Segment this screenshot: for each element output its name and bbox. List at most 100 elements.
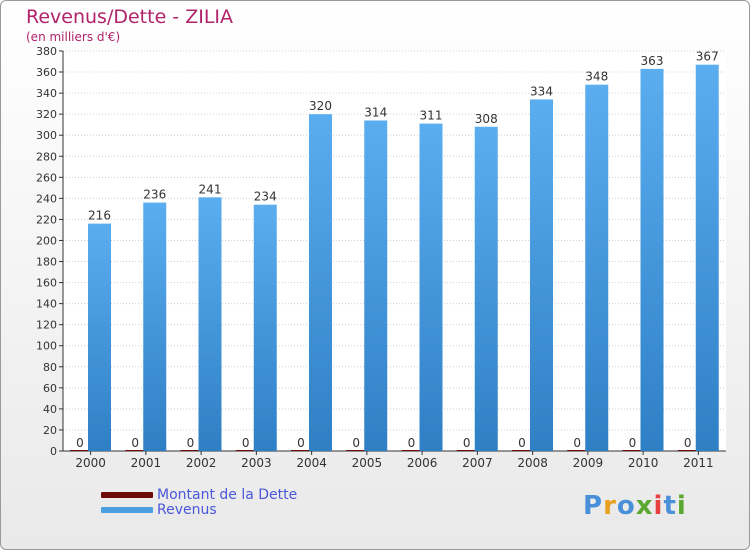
x-tick-label: 2003 [241, 456, 272, 470]
revenue-data-label: 311 [420, 109, 443, 123]
y-tick-label: 40 [43, 403, 57, 416]
y-tick-label: 20 [43, 424, 57, 437]
revenue-bar [143, 202, 167, 451]
revenue-bar [253, 204, 277, 451]
legend: Montant de la Dette Revenus [101, 486, 298, 518]
y-tick-label: 200 [36, 234, 57, 247]
logo-letter: x [635, 491, 654, 521]
debt-data-label: 0 [352, 436, 360, 450]
revenue-bar [585, 84, 609, 452]
logo-letter: t [663, 491, 677, 521]
x-tick-label: 2005 [352, 456, 383, 470]
x-tick-label: 2007 [462, 456, 493, 470]
y-tick-label: 380 [36, 45, 57, 58]
logo-letter: r [603, 491, 617, 521]
revenue-bar [364, 120, 388, 451]
legend-swatch-revenue [101, 506, 153, 513]
debt-bar [401, 450, 422, 451]
legend-item-revenue: Revenus [101, 501, 297, 518]
debt-data-label: 0 [463, 436, 471, 450]
debt-data-label: 0 [629, 436, 637, 450]
revenue-bar [88, 223, 111, 451]
debt-bar [456, 450, 477, 451]
logo-letter: P [583, 491, 604, 521]
y-tick-label: 300 [36, 129, 57, 142]
revenue-data-label: 320 [309, 99, 332, 113]
proxiti-logo: Proxiti [583, 491, 687, 521]
revenue-data-label: 216 [88, 209, 111, 223]
legend-label-revenue: Revenus [157, 501, 217, 518]
debt-bar [180, 450, 201, 451]
debt-data-label: 0 [187, 436, 195, 450]
x-tick-label: 2000 [75, 456, 106, 470]
y-tick-label: 0 [50, 445, 57, 458]
debt-data-label: 0 [518, 436, 526, 450]
revenue-bar [198, 197, 222, 451]
revenue-data-label: 314 [364, 105, 387, 119]
x-tick-label: 2004 [296, 456, 327, 470]
revenue-bar [640, 68, 664, 451]
y-tick-label: 240 [36, 192, 57, 205]
debt-data-label: 0 [131, 436, 139, 450]
debt-bar [346, 450, 367, 451]
x-tick-label: 2006 [407, 456, 438, 470]
y-tick-label: 180 [36, 256, 57, 269]
revenue-data-label: 236 [143, 188, 166, 202]
x-tick-label: 2001 [131, 456, 162, 470]
revenue-data-label: 367 [696, 50, 719, 64]
revenue-bar [530, 99, 553, 451]
debt-bar [677, 450, 698, 451]
revenue-data-label: 234 [254, 190, 277, 204]
x-tick-label: 2002 [186, 456, 217, 470]
y-tick-label: 260 [36, 171, 57, 184]
debt-bar [291, 450, 311, 451]
legend-swatch-debt [101, 491, 153, 498]
debt-bar [512, 450, 532, 451]
plot-area [63, 51, 726, 451]
debt-bar [70, 450, 90, 451]
x-tick-label: 2009 [573, 456, 604, 470]
y-tick-label: 60 [43, 382, 57, 395]
debt-bar [622, 450, 643, 451]
debt-bar [235, 450, 256, 451]
revenue-data-label: 241 [199, 182, 222, 196]
debt-data-label: 0 [76, 436, 84, 450]
logo-letter: i [653, 491, 664, 521]
debt-bar [125, 450, 146, 451]
y-tick-label: 120 [36, 319, 57, 332]
y-tick-label: 100 [36, 340, 57, 353]
y-tick-label: 320 [36, 108, 57, 121]
y-tick-label: 80 [43, 361, 57, 374]
debt-data-label: 0 [297, 436, 305, 450]
revenue-data-label: 348 [585, 70, 608, 84]
debt-data-label: 0 [573, 436, 581, 450]
debt-data-label: 0 [684, 436, 692, 450]
x-tick-label: 2008 [517, 456, 548, 470]
y-tick-label: 220 [36, 213, 57, 226]
revenue-data-label: 363 [641, 54, 664, 68]
y-tick-label: 340 [36, 87, 57, 100]
legend-label-debt: Montant de la Dette [157, 486, 298, 503]
chart-unit-label: (en milliers d'€) [26, 30, 121, 44]
logo-letter: i [676, 491, 687, 521]
logo-letter: o [616, 491, 636, 521]
revenue-data-label: 334 [530, 84, 553, 98]
y-tick-label: 360 [36, 66, 57, 79]
chart-title: Revenus/Dette - ZILIA [26, 6, 234, 28]
revenue-data-label: 308 [475, 112, 498, 126]
debt-data-label: 0 [408, 436, 416, 450]
x-tick-label: 2011 [683, 456, 714, 470]
revenue-bar [309, 114, 332, 451]
debt-data-label: 0 [242, 436, 250, 450]
x-tick-label: 2010 [628, 456, 659, 470]
y-tick-label: 140 [36, 298, 57, 311]
revenue-bar [695, 64, 719, 452]
revenue-bar [419, 123, 443, 451]
y-tick-label: 160 [36, 277, 57, 290]
y-tick-label: 280 [36, 150, 57, 163]
legend-item-debt: Montant de la Dette [101, 486, 298, 503]
debt-bar [567, 450, 588, 451]
revenue-bar [474, 126, 498, 451]
